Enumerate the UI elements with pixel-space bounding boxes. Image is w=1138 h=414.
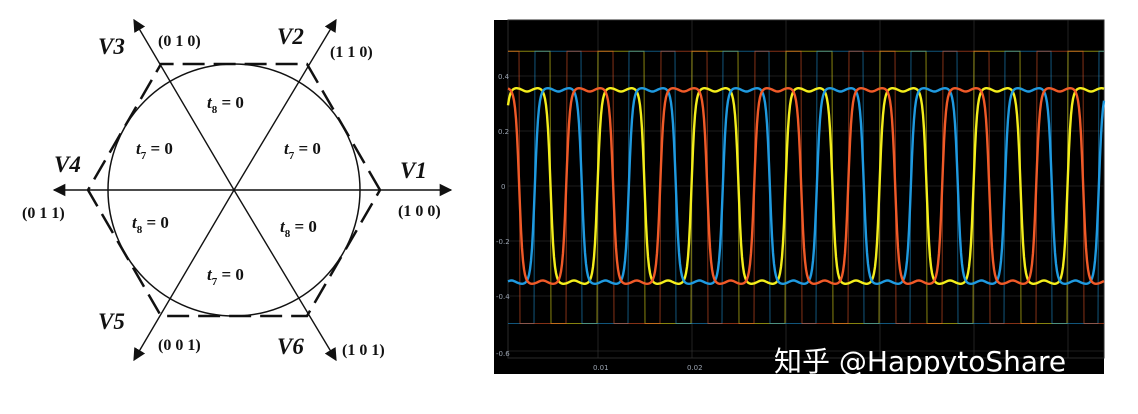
y-tick-label: -0.6 bbox=[496, 350, 510, 358]
y-tick-label: 0.4 bbox=[498, 73, 510, 81]
axis-line-v3 bbox=[133, 18, 235, 191]
axis-line-v2 bbox=[233, 18, 337, 191]
vector-label-v3: V3 bbox=[98, 34, 125, 59]
vector-label-v5: V5 bbox=[98, 309, 125, 334]
vector-code-v2: (1 1 0) bbox=[330, 44, 373, 61]
vector-label-v1: V1 bbox=[400, 158, 427, 183]
vector-label-v6: V6 bbox=[277, 334, 304, 359]
axis-line-v5 bbox=[133, 189, 235, 362]
sector-label-lower-right: t8 = 0 bbox=[280, 217, 317, 240]
waveform-traces bbox=[506, 50, 1106, 324]
scope-frame bbox=[507, 19, 1105, 359]
vector-label-v4: V4 bbox=[54, 152, 81, 177]
svpwm-diagram: V1 V2 V3 V4 V5 V6 (1 0 0) (1 1 0) (0 1 0… bbox=[22, 18, 453, 362]
vector-code-v3: (0 1 0) bbox=[158, 33, 201, 50]
y-tick-label: 0 bbox=[501, 183, 505, 191]
watermark-text: 知乎 @HappytoShare bbox=[774, 345, 1066, 378]
phase-b-voltage-trace bbox=[507, 86, 1106, 286]
vector-code-v6: (1 0 1) bbox=[342, 342, 385, 359]
sector-label-top: t8 = 0 bbox=[207, 93, 244, 116]
scope-background bbox=[494, 20, 1104, 374]
sector-label-lower-left: t8 = 0 bbox=[132, 213, 169, 236]
y-tick-label: -0.2 bbox=[496, 238, 510, 246]
phase-a-voltage-trace bbox=[506, 87, 1105, 285]
sector-label-upper-left: t7 = 0 bbox=[136, 139, 173, 162]
y-tick-label: -0.4 bbox=[496, 293, 510, 301]
y-tick-label: 0.2 bbox=[498, 128, 509, 136]
vector-code-v5: (0 0 1) bbox=[158, 337, 201, 354]
axis-line-v6 bbox=[233, 189, 337, 362]
x-tick-label: 0.02 bbox=[687, 364, 703, 372]
vector-code-v1: (1 0 0) bbox=[398, 203, 441, 220]
vector-code-v4: (0 1 1) bbox=[22, 205, 65, 222]
phase-c-voltage-trace bbox=[507, 86, 1105, 286]
x-tick-label: 0.01 bbox=[593, 364, 609, 372]
sector-label-bottom: t7 = 0 bbox=[207, 265, 244, 288]
scope-panel: 0.4 0.2 0 -0.2 -0.4 -0.6 0.01 0.02 知乎 @H… bbox=[494, 19, 1106, 378]
sector-label-upper-right: t7 = 0 bbox=[284, 139, 321, 162]
phase-c-envelope-trace bbox=[508, 50, 1104, 324]
vector-label-v2: V2 bbox=[277, 24, 304, 49]
